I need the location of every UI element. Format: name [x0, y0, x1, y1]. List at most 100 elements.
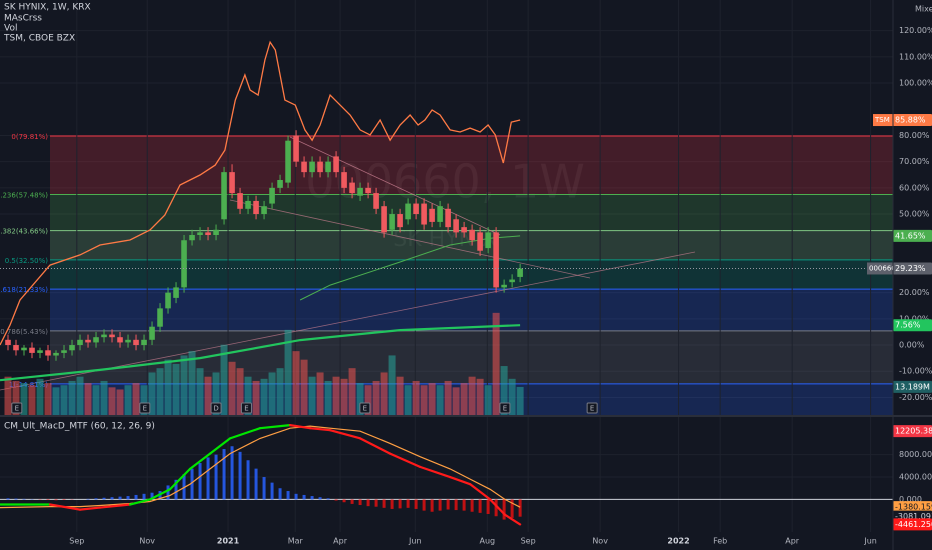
volume-bar — [308, 376, 316, 415]
histogram-bar — [478, 499, 482, 513]
macd-line — [388, 452, 422, 468]
candle-body — [213, 229, 219, 236]
volume-bar — [452, 387, 460, 415]
histogram-bar — [398, 499, 402, 509]
volume-bar — [28, 385, 36, 415]
macd-line — [208, 437, 232, 455]
histogram-bar — [238, 451, 242, 500]
fib-label: 0.5(32.50%) — [5, 257, 49, 265]
candle-body — [221, 172, 227, 220]
fib-label: 0.786(5.43%) — [0, 328, 48, 336]
volume-bar — [156, 368, 164, 415]
candle-body — [269, 187, 275, 204]
histogram-bar — [446, 499, 450, 510]
signal-line — [0, 425, 521, 509]
histogram-bar — [254, 468, 258, 500]
y-tick-label: 0.000 — [899, 495, 922, 504]
histogram-bar — [126, 496, 130, 500]
histogram-bar — [318, 497, 322, 500]
candle-body — [29, 347, 35, 353]
scale-mode[interactable]: Mixed — [915, 5, 932, 14]
volume-bar — [236, 368, 244, 415]
macd-line — [48, 503, 82, 511]
candle-body — [13, 345, 19, 351]
macd-line — [449, 475, 472, 486]
histogram-bar — [118, 496, 122, 500]
candle-body — [493, 232, 499, 288]
y-tick-label: 80.00% — [899, 131, 930, 140]
volume-bar — [44, 383, 52, 415]
volume-bar — [332, 376, 340, 415]
candle-body — [261, 206, 267, 215]
volume-bar — [268, 372, 276, 415]
candle-body — [309, 161, 315, 173]
candle-body — [37, 350, 43, 353]
volume-bar — [340, 378, 348, 415]
candle-body — [125, 339, 131, 343]
fib-label: 1(-14.81%) — [9, 381, 48, 389]
volume-bar — [460, 383, 468, 415]
histogram-bar — [302, 494, 306, 500]
volume-bar — [380, 372, 388, 415]
event-marker — [359, 402, 371, 414]
histogram-bar — [246, 460, 250, 500]
volume-bar — [284, 329, 292, 415]
price-label-bg — [893, 380, 932, 393]
histogram-bar — [214, 454, 218, 500]
y-tick-label: 20.00% — [899, 288, 930, 297]
macd-line — [168, 467, 192, 491]
volume-bar — [396, 376, 404, 415]
histogram-bar — [182, 474, 186, 500]
histogram-bar — [86, 498, 90, 500]
volume-bar — [516, 386, 524, 415]
histogram-bar — [62, 499, 66, 500]
legend-item: MAsCrss — [4, 14, 42, 24]
candle-body — [293, 135, 299, 162]
volume-bar — [60, 385, 68, 415]
histogram-bar — [198, 463, 202, 500]
price-label: -3081.091 — [895, 512, 932, 521]
histogram-bar — [350, 499, 354, 504]
price-label: -1380.159 — [895, 503, 932, 512]
volume-bar — [252, 380, 260, 415]
price-label: 7.56% — [895, 321, 921, 330]
histogram-bar — [46, 499, 50, 500]
volume-bar — [124, 385, 132, 415]
candle-body — [397, 214, 403, 228]
candle-body — [85, 339, 91, 343]
macd-line — [489, 498, 507, 516]
candle-body — [21, 347, 27, 351]
volume-bar — [276, 368, 284, 415]
price-label: 85.88% — [895, 116, 926, 125]
histogram-bar — [134, 494, 138, 500]
y-tick-label: 10.00% — [899, 314, 930, 323]
histogram-bar — [406, 499, 410, 508]
macd-line — [148, 488, 172, 501]
x-tick-label: 2021 — [217, 537, 240, 546]
histogram-bar — [270, 482, 274, 500]
histogram-bar — [462, 499, 466, 511]
event-label: E — [363, 405, 367, 413]
event-marker — [240, 402, 252, 414]
candle-body — [61, 350, 67, 353]
x-tick-label: Nov — [592, 537, 608, 546]
price-label-bg — [893, 425, 932, 438]
volume-bar — [476, 378, 484, 415]
compare-line — [0, 40, 521, 346]
price-label-bg — [893, 518, 932, 531]
volume-bar — [500, 366, 508, 415]
x-tick-label: Mar — [288, 537, 304, 546]
price-label-bg — [893, 229, 932, 242]
volume-bar — [76, 376, 84, 415]
candle-body — [69, 345, 75, 351]
candle-body — [365, 187, 371, 194]
histogram-bar — [414, 499, 418, 509]
histogram-bar — [190, 468, 194, 500]
volume-bar — [348, 368, 356, 415]
volume-bar — [212, 372, 220, 415]
y-tick-label: -10.00% — [899, 367, 932, 376]
histogram-bar — [230, 446, 234, 500]
histogram-bar — [310, 496, 314, 500]
histogram-bar — [366, 499, 370, 507]
